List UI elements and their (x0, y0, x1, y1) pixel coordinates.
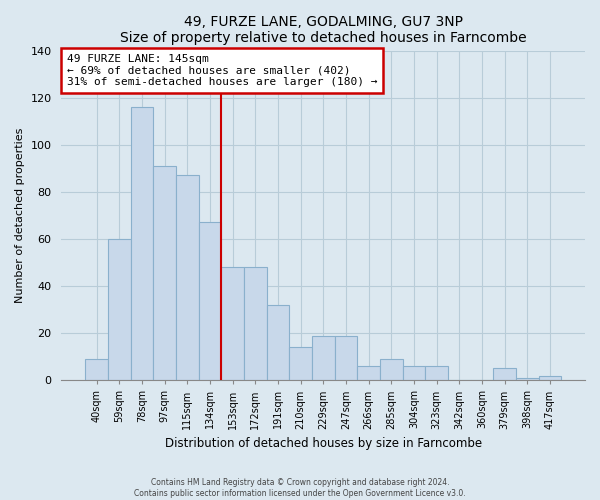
Bar (108, 239, 131, 380)
Bar (312, 336, 335, 380)
Bar (131, 107, 153, 380)
Bar (516, 378, 539, 380)
Bar (199, 222, 221, 380)
Bar (221, 267, 244, 380)
Text: Contains HM Land Registry data © Crown copyright and database right 2024.
Contai: Contains HM Land Registry data © Crown c… (134, 478, 466, 498)
Title: 49, FURZE LANE, GODALMING, GU7 3NP
Size of property relative to detached houses : 49, FURZE LANE, GODALMING, GU7 3NP Size … (120, 15, 527, 45)
Bar (425, 366, 448, 380)
X-axis label: Distribution of detached houses by size in Farncombe: Distribution of detached houses by size … (164, 437, 482, 450)
Bar (244, 267, 266, 380)
Bar (380, 359, 403, 380)
Bar (266, 305, 289, 380)
Text: 49 FURZE LANE: 145sqm
← 69% of detached houses are smaller (402)
31% of semi-det: 49 FURZE LANE: 145sqm ← 69% of detached … (67, 54, 377, 87)
Bar (85, 359, 108, 380)
Bar (539, 376, 561, 380)
Bar (289, 348, 312, 380)
Bar (176, 176, 199, 380)
Bar (357, 366, 380, 380)
Bar (403, 366, 425, 380)
Bar (493, 368, 516, 380)
Y-axis label: Number of detached properties: Number of detached properties (15, 128, 25, 303)
Bar (153, 166, 176, 380)
Bar (335, 336, 357, 380)
